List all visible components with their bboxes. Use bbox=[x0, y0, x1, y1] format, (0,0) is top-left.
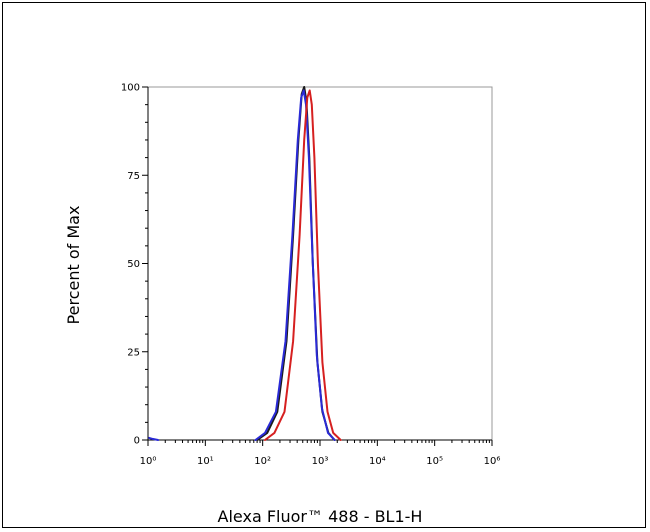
histogram-series-2 bbox=[148, 436, 160, 441]
histogram-series-4 bbox=[264, 89, 342, 441]
figure-frame bbox=[2, 2, 646, 528]
y-tick-label: 75 bbox=[127, 171, 140, 182]
x-axis-title: Alexa Fluor™ 488 - BL1-H bbox=[218, 507, 423, 526]
x-tick-label: 10⁰ bbox=[140, 456, 157, 467]
x-tick-label: 10⁴ bbox=[369, 456, 386, 467]
x-tick-label: 10² bbox=[254, 456, 271, 467]
histogram-series-3 bbox=[254, 89, 336, 441]
histogram-series-1 bbox=[256, 86, 336, 441]
y-tick-label: 25 bbox=[127, 347, 140, 358]
x-tick-label: 10⁶ bbox=[484, 456, 501, 467]
series-layer bbox=[148, 86, 342, 441]
y-tick-label: 0 bbox=[134, 436, 140, 447]
x-tick-label: 10³ bbox=[312, 456, 329, 467]
y-tick-label: 100 bbox=[121, 83, 140, 94]
y-axis-title: Percent of Max bbox=[64, 206, 83, 325]
x-axis: 10⁰ 10¹ 10² 10³ 10⁴ 10⁵ 10⁶ bbox=[140, 439, 501, 467]
y-axis: 0 25 50 75 100 bbox=[121, 83, 149, 447]
x-tick-label: 10¹ bbox=[197, 456, 214, 467]
x-tick-label: 10⁵ bbox=[426, 456, 443, 467]
y-tick-label: 50 bbox=[127, 259, 140, 270]
